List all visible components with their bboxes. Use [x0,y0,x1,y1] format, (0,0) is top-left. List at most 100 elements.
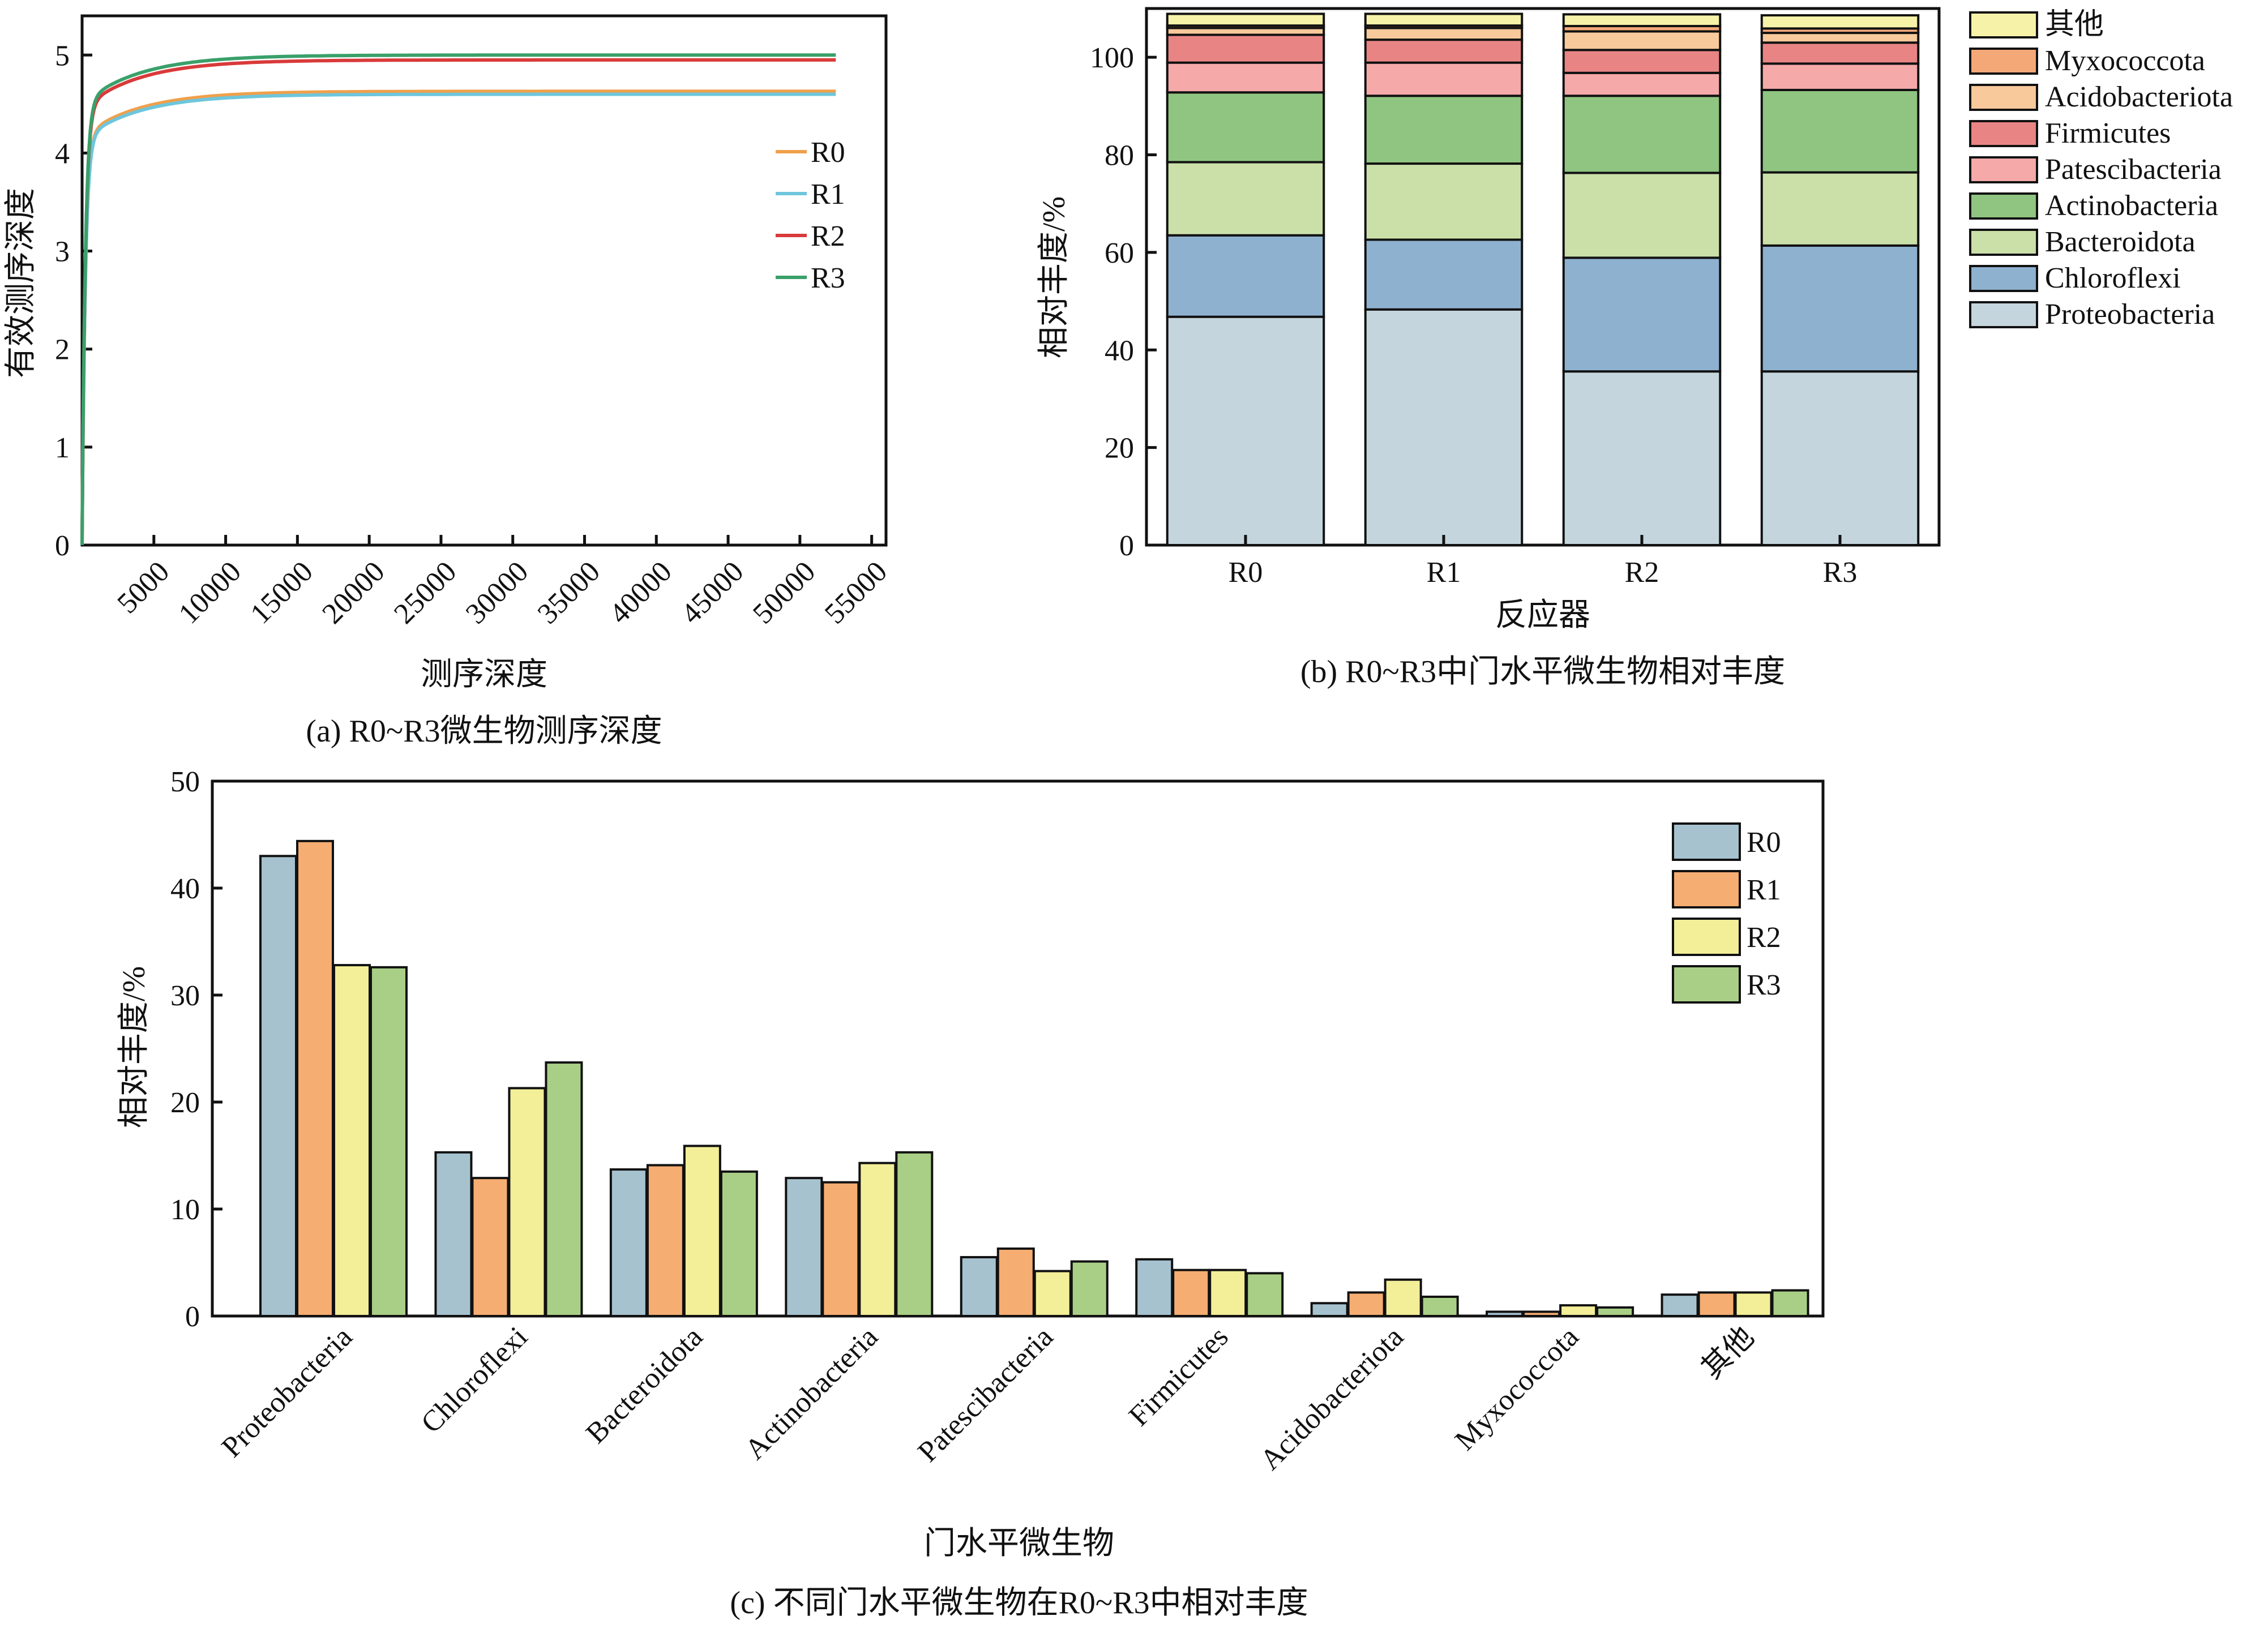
panel-a-xtick-label: 15000 [245,555,319,630]
panel-c-ytick-label: 40 [170,873,200,905]
stacked-segment-r2 [1562,256,1722,373]
panel-c-xtick-label: Myxococcota [1449,1321,1585,1456]
bar-r0 [609,1168,648,1318]
stacked-segment-r3 [1760,14,1920,30]
panel-b-xlabel: 反应器 [1495,598,1590,633]
panel-a-xtick-label: 25000 [388,555,463,630]
panel-c-ylabel: 相对丰度/% [117,966,152,1128]
panel-b-xtick-label: R1 [1427,556,1461,589]
legend-swatch-r2 [1672,918,1741,956]
legend-swatch [1969,265,2038,292]
legend-swatch-r3 [1672,965,1741,1004]
panel-a-line-chart: 0 1 2 3 4 5 500010000150002000025000300003500… [3,14,893,749]
panel-a-xtick-label: 50000 [747,555,821,630]
legend-label: Myxococcota [2045,45,2205,77]
stacked-segment-r2 [1562,370,1722,547]
panel-a-xtick-label: 40000 [604,555,678,630]
legend-label-r0: R0 [811,136,845,169]
legend-label: 其他 [2045,8,2104,41]
stacked-segment-r1 [1364,12,1524,27]
bar-r3 [895,1151,934,1317]
legend-label: Actinobacteria [2045,190,2218,222]
bar-r1 [471,1177,510,1317]
bar-r0 [785,1177,823,1317]
panel-c-caption: (c) 不同门水平微生物在R0~R3中相对丰度 [730,1585,1308,1621]
stacked-segment-r1 [1364,308,1524,546]
panel-b-xtick-label: R0 [1229,556,1263,589]
stacked-segment-r2 [1562,95,1722,174]
bar-r0 [1661,1293,1699,1317]
panel-c-xtick-label: Firmicutes [1123,1321,1235,1433]
bar-r0 [434,1151,473,1317]
stacked-segment-r3 [1760,32,1920,44]
bar-r0 [1486,1310,1524,1317]
panel-c-ytick-label: 20 [170,1087,200,1119]
bar-r2 [683,1145,721,1317]
bar-r1 [1697,1291,1736,1317]
stacked-segment-r1 [1364,61,1524,97]
bar-r0 [960,1256,998,1318]
panel-a-ytick-label: 4 [55,138,70,170]
legend-label: Firmicutes [2045,117,2171,149]
bar-r3 [1070,1260,1109,1318]
legend-swatch [1969,229,2038,256]
panel-c-xtick-label: Proteobacteria [216,1321,359,1464]
stacked-segment-r2 [1562,71,1722,97]
panel-b-plot-frame [1145,7,1941,547]
panel-c-xtick-label: Bacteroidota [580,1321,709,1450]
bar-r2 [1209,1268,1247,1317]
series-line-r3 [80,53,836,546]
panel-c-ytick-label: 10 [170,1194,200,1226]
stacked-segment-r1 [1364,162,1524,241]
panel-b-ytick-label: 20 [1105,432,1134,465]
stacked-segment-r0 [1166,234,1325,318]
panel-b-ytick-label: 0 [1119,530,1134,562]
panel-a-xtick-label: 30000 [460,555,534,630]
panel-a-xtick-label: 35000 [532,555,606,630]
panel-a-ytick-label: 1 [55,432,70,464]
stacked-segment-r1 [1364,27,1524,41]
panel-b-ylabel: 相对丰度/% [1037,196,1072,358]
panel-a-ytick-label: 0 [55,530,70,562]
bar-r0 [1135,1258,1174,1318]
legend-label-r1: R1 [811,178,845,211]
legend-label: Acidobacteriota [2045,81,2233,113]
legend-swatch [1969,192,2038,220]
panel-a-caption: (a) R0~R3微生物测序深度 [306,714,662,749]
bar-r3 [1420,1295,1459,1317]
panel-c-grouped-bar-chart: 0 10 20 30 40 50 Proteobacteria Chloroflexi Bac… [117,766,1825,1621]
stacked-segment-r3 [1760,41,1920,65]
bar-r3 [720,1170,758,1318]
legend-swatch [1969,11,2038,38]
legend-label-r3: R3 [1747,969,1781,1001]
panel-a-xtick-label: 20000 [316,555,391,630]
panel-b-ytick-label: 60 [1105,237,1134,269]
bar-r2 [1033,1270,1072,1318]
panel-c-xtick-label: 其他 [1696,1321,1760,1385]
bar-r2 [1734,1291,1773,1317]
legend-label-r3: R3 [811,262,845,294]
legend-label-r1: R1 [1747,874,1781,906]
stacked-segment-r2 [1562,13,1722,28]
stacked-segment-r0 [1166,12,1325,27]
panel-a-xtick-label: 55000 [819,555,893,630]
series-line-r1 [80,92,836,546]
bar-r1 [646,1164,684,1317]
stacked-segment-r1 [1364,95,1524,165]
stacked-segment-r0 [1166,315,1325,546]
panel-a-ytick-label: 2 [55,334,70,366]
panel-b-stacked-bar-chart: 0 20 40 60 80 100 R0 R1 R2 R3 其他 Myxococcota Acido… [1037,7,2233,689]
series-line-r0 [80,89,836,546]
panel-c-xtick-label: Patescibacteria [912,1321,1059,1468]
stacked-segment-r0 [1166,91,1325,164]
stacked-segment-r3 [1760,62,1920,91]
bar-r3 [1771,1289,1809,1317]
stacked-segment-r2 [1562,49,1722,74]
legend-swatch [1969,120,2038,147]
legend-swatch-r0 [1672,822,1741,861]
bar-r1 [996,1247,1035,1317]
bar-r1 [821,1181,860,1317]
series-line-r2 [80,58,836,546]
legend-swatch [1969,48,2038,75]
